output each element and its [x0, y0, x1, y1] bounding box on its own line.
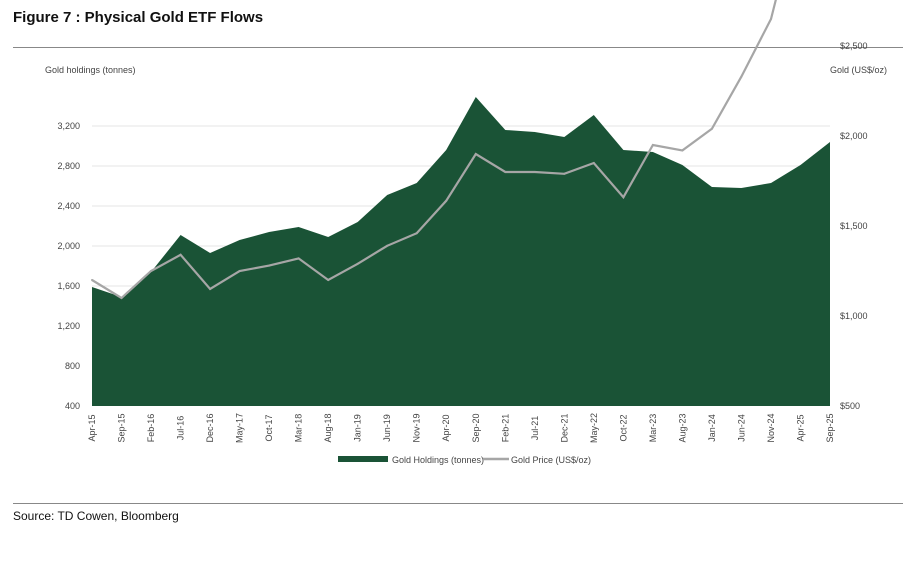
- source-note: Source: TD Cowen, Bloomberg: [13, 509, 179, 523]
- x-tick-label: Sep-15: [117, 413, 127, 442]
- x-tick-label: Apr-25: [795, 414, 805, 441]
- price-point: [327, 279, 330, 281]
- price-point: [622, 196, 625, 199]
- price-point: [740, 75, 743, 78]
- bottom-divider: [13, 503, 903, 504]
- x-tick-label: Apr-20: [441, 414, 451, 441]
- price-point: [150, 270, 153, 272]
- price-point: [268, 264, 271, 267]
- x-tick-label: Jun-24: [736, 414, 746, 442]
- x-tick-label: Apr-15: [87, 414, 97, 441]
- legend-swatch-holdings: [338, 456, 388, 462]
- price-point: [504, 171, 507, 173]
- x-tick-label: Jan-24: [707, 414, 717, 442]
- y2-tick-label: $500: [840, 401, 860, 411]
- holdings-area: [92, 97, 830, 406]
- y2-tick-label: $2,000: [840, 131, 868, 141]
- price-point: [238, 270, 241, 272]
- price-point: [769, 18, 772, 20]
- x-tick-label: Feb-21: [500, 414, 510, 443]
- price-point: [681, 149, 684, 152]
- y2-axis-label: Gold (US$/oz): [830, 65, 887, 75]
- y-tick-label: 3,200: [57, 121, 80, 131]
- x-tick-label: Jul-21: [530, 416, 540, 441]
- price-line: [91, 0, 777, 300]
- price-point: [386, 244, 389, 247]
- price-point: [592, 162, 595, 164]
- x-tick-label: Dec-16: [205, 413, 215, 442]
- x-tick-label: Nov-19: [412, 413, 422, 442]
- x-tick-label: Feb-16: [146, 414, 156, 443]
- y-tick-label: 800: [65, 361, 80, 371]
- price-point: [563, 172, 566, 175]
- price-point: [533, 171, 536, 173]
- top-divider: [13, 47, 903, 48]
- y-tick-label: 2,800: [57, 161, 80, 171]
- x-tick-label: Aug-18: [323, 413, 333, 442]
- y2-tick-label: $2,500: [840, 41, 868, 51]
- price-point: [209, 288, 212, 290]
- gold-etf-chart: 400 800 1,200 1,600 2,000 2,400 2,800 3,200 $500…: [45, 0, 887, 465]
- price-point: [91, 279, 93, 281]
- x-tick-label: Sep-20: [471, 413, 481, 442]
- price-point: [415, 232, 418, 235]
- price-point: [179, 253, 182, 256]
- price-point: [297, 257, 300, 260]
- y-tick-label: 400: [65, 401, 80, 411]
- y2-tick-label: $1,000: [840, 311, 868, 321]
- x-tick-label: May-17: [235, 413, 245, 443]
- figure-title: Figure 7 : Physical Gold ETF Flows: [13, 9, 264, 26]
- x-tick-label: Dec-21: [559, 413, 569, 442]
- x-tick-label: Mar-18: [294, 414, 304, 443]
- x-tick-label: Mar-23: [648, 414, 658, 443]
- x-tick-label: Oct-22: [618, 414, 628, 441]
- x-tick-label: Jul-16: [176, 416, 186, 441]
- x-tick-label: May-22: [589, 413, 599, 443]
- y-tick-label: 1,200: [57, 321, 80, 331]
- price-point: [120, 297, 123, 299]
- x-tick-label: Sep-25: [825, 413, 835, 442]
- y-tick-label: 1,600: [57, 281, 80, 291]
- x-tick-label: Jan-19: [353, 414, 363, 442]
- legend-label-holdings: Gold Holdings (tonnes): [392, 455, 484, 465]
- legend-label-price: Gold Price (US$/oz): [511, 455, 591, 465]
- x-tick-label: Jun-19: [382, 414, 392, 442]
- y2-tick-label: $1,500: [840, 221, 868, 231]
- y-tick-label: 2,400: [57, 201, 80, 211]
- price-point: [474, 153, 477, 155]
- x-tick-label: Aug-23: [677, 413, 687, 442]
- price-point: [445, 199, 448, 202]
- y-axis-label: Gold holdings (tonnes): [45, 65, 136, 75]
- price-point: [356, 262, 359, 265]
- y-tick-label: 2,000: [57, 241, 80, 251]
- x-tick-label: Nov-24: [766, 413, 776, 442]
- price-point: [710, 127, 713, 130]
- x-tick-label: Oct-17: [264, 414, 274, 441]
- price-point: [651, 144, 654, 146]
